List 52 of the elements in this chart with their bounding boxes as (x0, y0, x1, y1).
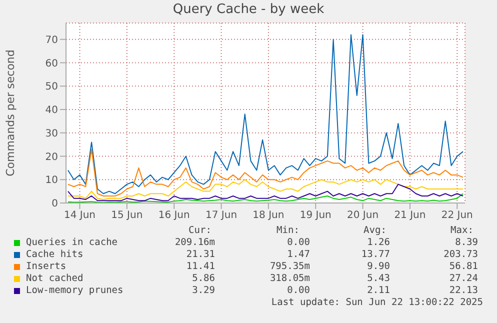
text: 3.29 (192, 285, 215, 296)
text: 13.77 (361, 249, 390, 260)
x-tick-label: 20 Jun (347, 210, 379, 222)
text: 318.05m (270, 273, 310, 284)
text: 11.41 (186, 261, 215, 272)
x-tick-label: 16 Jun (158, 210, 190, 222)
y-tick-label: 60 (45, 58, 58, 70)
text: 56.81 (449, 261, 478, 272)
legend-label: Low-memory prunes (26, 285, 124, 296)
text: 0.00 (287, 285, 310, 296)
text: 9.90 (367, 261, 390, 272)
legend-label: Queries in cache (26, 237, 118, 248)
x-tick-label: 14 Jun (64, 210, 96, 222)
x-tick-label: 18 Jun (252, 210, 284, 222)
text: 203.73 (444, 249, 478, 260)
text: 27.24 (449, 273, 478, 284)
text: 21.31 (186, 249, 215, 260)
text: 22.13 (449, 285, 478, 296)
text: Cur: (188, 225, 212, 236)
text: 1.26 (367, 237, 390, 248)
text: Avg: (362, 225, 388, 236)
y-tick-label: 70 (45, 34, 58, 46)
text: 209.16m (174, 237, 215, 248)
line-series (67, 148, 464, 196)
legend-label: Inserts (26, 261, 66, 272)
x-tick-label: 19 Jun (300, 210, 332, 222)
text: 5.43 (367, 273, 390, 284)
y-tick-label: 0 (52, 198, 58, 210)
line-series (67, 179, 464, 200)
x-tick-label: 17 Jun (206, 210, 238, 222)
text: 795.35m (270, 261, 310, 272)
text: 5.86 (192, 273, 215, 284)
x-tick-label: 22 Jun (441, 210, 473, 222)
text: Min: (276, 225, 300, 236)
text: 8.39 (455, 237, 478, 248)
legend-label: Cache hits (26, 249, 84, 260)
x-tick-label: 15 Jun (111, 210, 143, 222)
y-tick-label: 20 (45, 152, 58, 163)
text: 1.47 (287, 249, 310, 260)
y-tick-label: 50 (45, 82, 58, 93)
text: Max: (450, 225, 474, 236)
text: 2.11 (367, 285, 390, 296)
y-tick-label: 10 (45, 175, 58, 186)
legend-label: Not cached (26, 273, 84, 284)
y-axis-title: Commands per second (4, 50, 17, 176)
y-tick-label: 40 (45, 105, 58, 116)
text: 0.00 (287, 237, 310, 248)
chart-title: Query Cache - by week (172, 2, 326, 17)
text: Last update: Sun Jun 22 13:00:22 2025 (271, 297, 483, 308)
x-tick-label: 21 Jun (394, 210, 426, 222)
line-series (67, 34, 464, 194)
y-tick-label: 30 (45, 128, 58, 140)
